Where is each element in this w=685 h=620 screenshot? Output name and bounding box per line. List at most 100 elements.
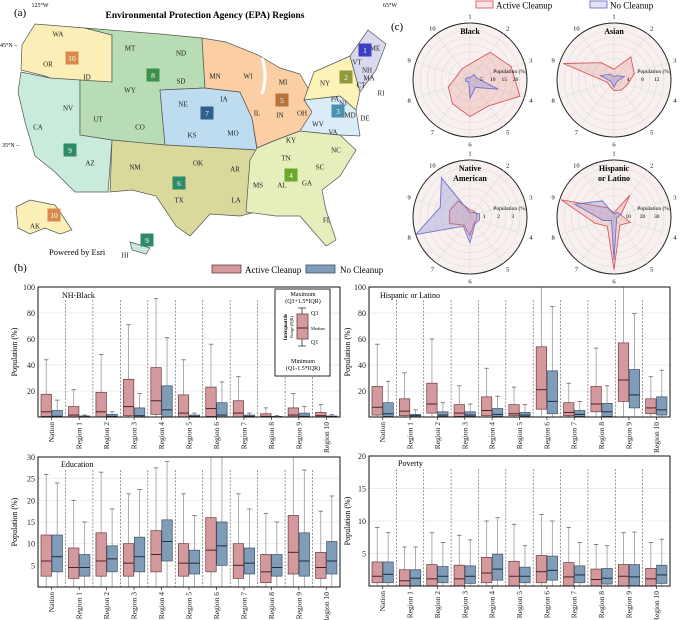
radar-axis-label-7: 7 [575,266,579,273]
box-active-cleanup [40,473,52,587]
radar-spoke [580,33,615,81]
radar-spoke [436,79,471,127]
iqr-box [656,396,668,416]
key-min-formula: (Q1-1.5*IQR) [286,365,320,372]
y-tick-label: 40 [358,361,366,370]
key-max-formula: (Q3+1.5*IQR) [285,298,321,305]
state-label-ky: KY [286,137,296,145]
box-no-cleanup [464,539,476,586]
state-label-nh: NH [362,67,372,75]
box-active-cleanup [123,324,135,417]
x-tick-label: Region 6 [212,592,221,620]
radar-axis-label-3: 3 [529,195,532,202]
box-no-cleanup [106,508,118,587]
y-axis-title: Population (%) [10,327,19,376]
iqr-box [464,565,476,584]
state-label-vt: VT [352,59,362,67]
iqr-box [123,378,135,417]
radar-axis-title: Population (%) [493,68,527,75]
box-active-cleanup [40,359,52,417]
radar-title: Native [459,164,482,173]
y-tick-label: 5 [31,561,35,570]
x-tick-label: Nation [47,592,56,613]
x-tick-label: Region 10 [322,422,331,453]
radar-axis-label-4: 4 [529,97,533,104]
legend-label-no: No Cleanup [340,265,384,275]
radar-axis-label-1: 1 [468,151,471,158]
iqr-box [315,412,327,418]
radar-axis-label-6: 6 [468,279,472,286]
box-active-cleanup [205,343,217,417]
state-label-ri: RI [378,90,386,98]
state-label-me: ME [370,45,381,53]
box-active-cleanup [123,493,135,587]
iqr-box [150,530,162,573]
iqr-box [95,532,107,577]
x-tick-label: Region 10 [322,592,331,620]
state-label-hi: HI [121,252,129,260]
region-badge-number: 5 [280,96,284,105]
state-label-wa: WA [53,31,64,39]
x-tick-label: Region 9 [624,591,633,619]
x-tick-label: Region 6 [542,591,551,619]
y-tick-label: 20 [358,387,366,396]
state-label-sd: SD [177,78,186,86]
x-tick-label: Region 9 [624,422,633,450]
region-badge-box [358,43,372,57]
radar-axis-label-10: 10 [429,26,436,33]
box-no-cleanup [298,469,310,587]
radar-spoke [559,62,615,81]
radar-chart-hispanic-or-latino: 1 2 3 4 5 6 7 8 9 10 Population (%) 10 20 30 Hispanico… [552,151,678,286]
box-no-cleanup [546,520,558,586]
lake-michigan [260,57,267,95]
y-tick-label: 15 [358,485,366,494]
region-badge-number: 6 [177,179,181,188]
y-tick-label: 100 [23,283,35,292]
state-label-or: OR [43,61,53,69]
x-tick-label: Region 7 [239,422,248,450]
radar-series-active-cleanup [449,200,478,237]
boxplot-hispanic-or-latino: 20 40 60 80 100 Nation Region 1 Region 2 Region … [343,283,671,453]
state-label-sc: SC [316,164,325,172]
x-tick-label: Region 2 [433,422,442,450]
radar-spoke [436,33,471,81]
radar-spoke [613,199,669,218]
iqr-box [426,564,438,587]
iqr-box [563,562,575,587]
y-tick-label: 100 [354,283,366,292]
y-tick-label: 20 [27,387,35,396]
iqr-box [326,541,338,575]
radar-axis-label-2: 2 [650,163,653,170]
radar-title: or Latino [598,174,630,183]
region-badge-number: 4 [289,171,293,180]
state-label-nm: NM [129,164,141,172]
x-tick-label: Region 1 [406,422,415,450]
region-badge-number: 9 [68,146,72,155]
iqr-box [382,561,394,584]
radar-spoke [613,170,648,218]
radar-spoke [436,216,471,264]
x-tick-label: Region 7 [570,591,579,619]
iqr-box [298,532,310,577]
radar-axis-label-5: 5 [506,266,509,273]
radar-axis-label-10: 10 [573,26,580,33]
iqr-box [437,411,449,417]
radar-spoke [415,216,471,235]
iqr-box [481,557,493,584]
state-label-ct: CT [357,82,367,90]
radar-spoke [580,79,615,127]
state-label-la: LA [231,197,240,205]
radar-axis-label-8: 8 [552,97,555,104]
state-label-mo: MO [227,130,238,138]
iqr-box [232,543,244,579]
region-badge-number: 7 [205,109,209,118]
iqr-box [590,386,602,413]
state-label-il: IL [254,110,261,118]
radar-series-no-cleanup [573,200,622,260]
box-active-cleanup [260,512,272,587]
radar-axis-title: Population (%) [637,68,671,75]
radar-spoke [469,170,504,218]
region-badge-5: 5 [275,93,289,107]
box-no-cleanup [519,404,531,417]
key-median: Median [311,326,325,331]
